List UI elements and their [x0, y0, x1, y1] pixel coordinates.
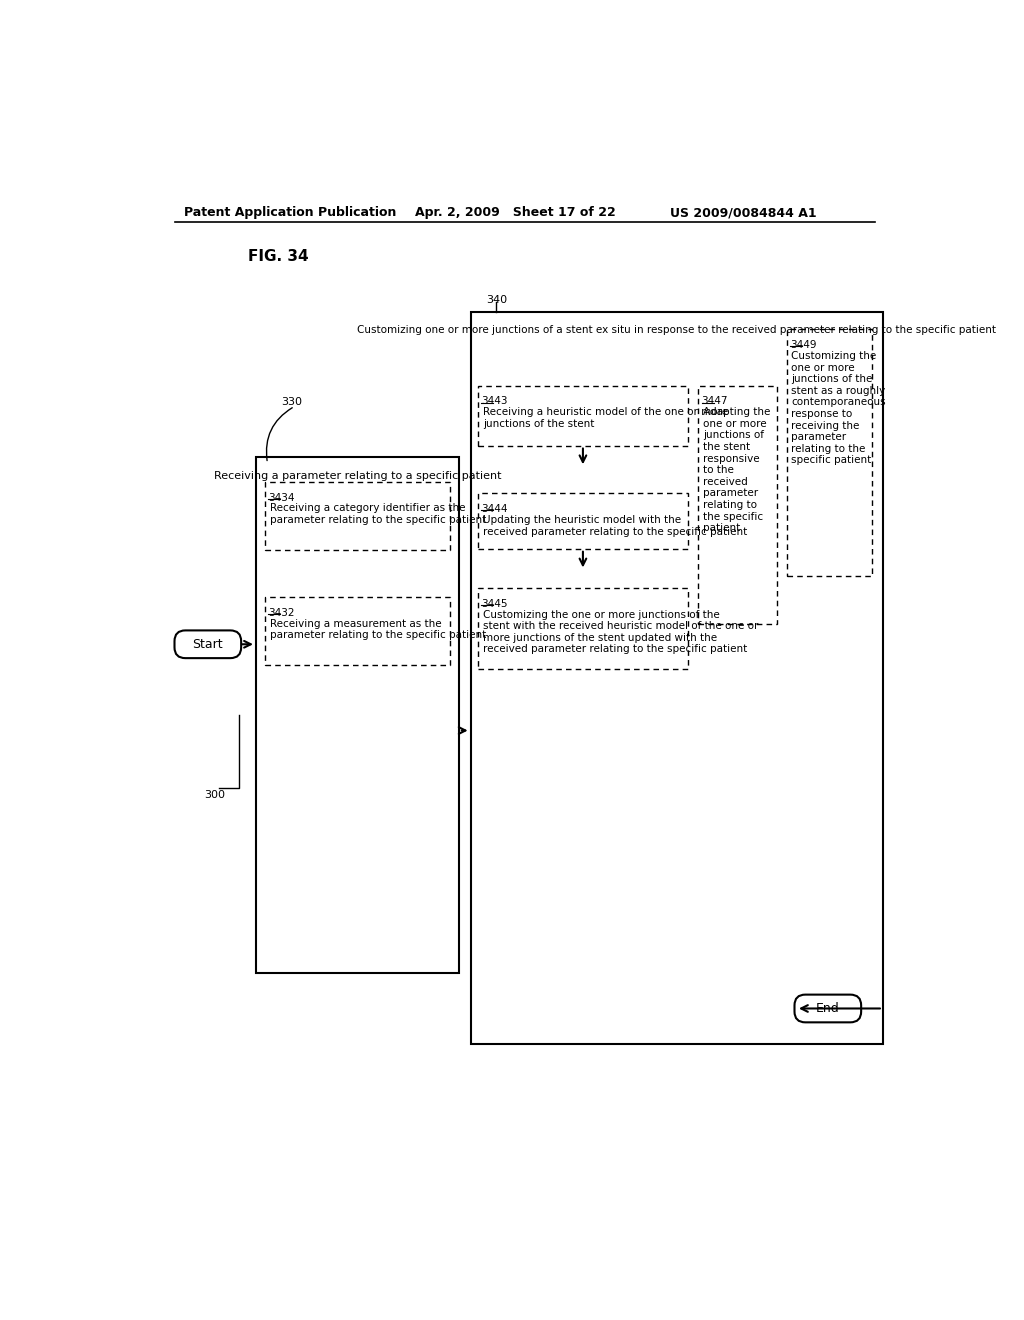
Text: Patent Application Publication: Patent Application Publication	[183, 206, 396, 219]
Text: End: End	[816, 1002, 840, 1015]
Bar	[471, 313, 883, 1044]
Text: Updating the heuristic model with the
received parameter relating to the specifi: Updating the heuristic model with the re…	[483, 515, 748, 536]
Text: Adapting the
one or more
junctions of
the stent
responsive
to the
received
param: Adapting the one or more junctions of th…	[703, 407, 770, 533]
Text: 3443: 3443	[481, 396, 508, 407]
Text: 3447: 3447	[701, 396, 728, 407]
Bar	[265, 597, 450, 665]
Text: 3434: 3434	[268, 492, 295, 503]
Text: Customizing one or more junctions of a stent ex situ in response to the received: Customizing one or more junctions of a s…	[357, 325, 996, 335]
Text: FIG. 34: FIG. 34	[248, 249, 309, 264]
Text: Apr. 2, 2009   Sheet 17 of 22: Apr. 2, 2009 Sheet 17 of 22	[415, 206, 615, 219]
Text: Receiving a heuristic model of the one or more
junctions of the stent: Receiving a heuristic model of the one o…	[483, 407, 728, 429]
Text: Start: Start	[193, 638, 223, 651]
Text: 3445: 3445	[481, 599, 508, 609]
Text: US 2009/0084844 A1: US 2009/0084844 A1	[671, 206, 817, 219]
Text: 3432: 3432	[268, 609, 295, 618]
Text: Receiving a parameter relating to a specific patient: Receiving a parameter relating to a spec…	[214, 471, 501, 480]
Text: Customizing the one or more junctions of the
stent with the received heuristic m: Customizing the one or more junctions of…	[483, 610, 759, 655]
Text: Customizing the
one or more
junctions of the
stent as a roughly
contemporaneous
: Customizing the one or more junctions of…	[792, 351, 886, 466]
Bar	[478, 589, 687, 669]
Bar	[478, 385, 687, 446]
Bar	[786, 330, 872, 576]
Text: Receiving a category identifier as the
parameter relating to the specific patien: Receiving a category identifier as the p…	[270, 503, 486, 525]
Text: 330: 330	[282, 397, 302, 407]
Text: 3444: 3444	[481, 504, 508, 513]
Bar	[478, 494, 687, 549]
Bar	[265, 482, 450, 549]
Text: Receiving a measurement as the
parameter relating to the specific patient: Receiving a measurement as the parameter…	[270, 619, 486, 640]
Text: 3449: 3449	[790, 341, 816, 350]
Bar	[256, 457, 459, 973]
Text: 340: 340	[486, 296, 507, 305]
Text: 300: 300	[204, 789, 225, 800]
Bar	[698, 385, 777, 624]
